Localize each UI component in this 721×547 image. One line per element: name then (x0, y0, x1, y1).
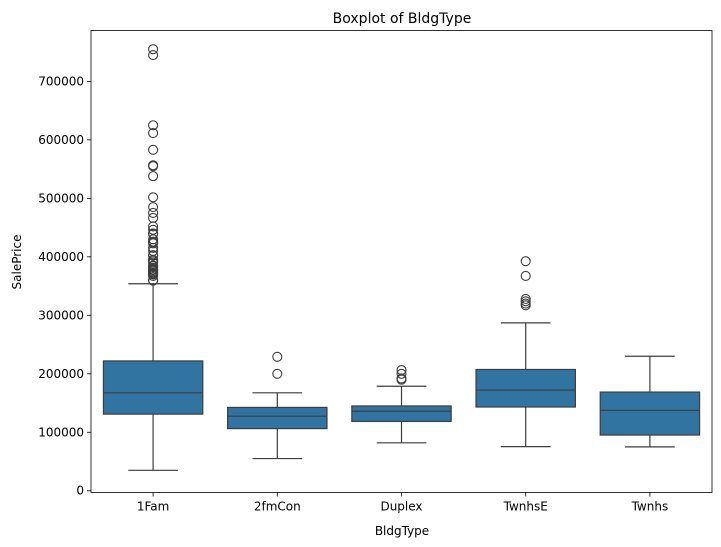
x-tick-label: 2fmCon (254, 500, 301, 514)
x-tick-label: TwnhsE (503, 500, 548, 514)
outlier-point (148, 44, 159, 55)
outlier-point (148, 161, 159, 172)
outlier-point (148, 144, 159, 155)
outlier-point (272, 351, 283, 362)
y-tick-label: 400000 (38, 250, 84, 264)
y-tick-label: 100000 (38, 425, 84, 439)
outlier-point (520, 300, 531, 311)
outlier-point (520, 293, 531, 304)
outlier-point (148, 127, 159, 139)
outlier-point (520, 296, 531, 307)
outlier-point (148, 171, 159, 182)
x-tick-label: 1Fam (137, 500, 169, 514)
outlier-point (520, 270, 531, 281)
x-tick-label: Twnhs (631, 500, 669, 514)
x-tick-label: Duplex (380, 500, 422, 514)
outlier-point (148, 275, 159, 286)
outlier-point (148, 120, 159, 131)
box-TwnhsE (475, 368, 576, 408)
outlier-point (148, 238, 159, 249)
plot-area: 0 100000 200000 300000 400000 500000 600000 700… (38, 44, 701, 514)
chart-title: Boxplot of BldgType (333, 11, 472, 27)
outlier-point (148, 250, 159, 261)
y-tick-label: 700000 (38, 74, 84, 88)
outlier-point (148, 50, 159, 61)
y-tick-label: 300000 (38, 308, 84, 322)
y-tick-label: 0 (76, 484, 84, 498)
y-tick-label: 600000 (38, 133, 84, 147)
box-1Fam (102, 360, 204, 415)
outlier-point (148, 192, 159, 203)
outlier-point (148, 207, 159, 219)
outlier-point (148, 242, 159, 253)
axes-frame (90, 30, 713, 493)
x-axis-title: BldgType (375, 524, 429, 538)
box-2fmCon (227, 406, 328, 430)
outlier-point (272, 368, 283, 379)
box-Twnhs (599, 391, 701, 436)
outlier-point (396, 374, 407, 385)
outlier-point (148, 202, 159, 213)
outlier-point (148, 221, 159, 232)
outlier-point (520, 256, 531, 267)
y-tick-label: 200000 (38, 367, 84, 381)
y-axis-title: SalePrice (10, 235, 24, 290)
y-tick-label: 500000 (38, 191, 84, 205)
outlier-point (148, 270, 159, 281)
box-Duplex (351, 405, 452, 423)
outlier-point (396, 368, 407, 379)
